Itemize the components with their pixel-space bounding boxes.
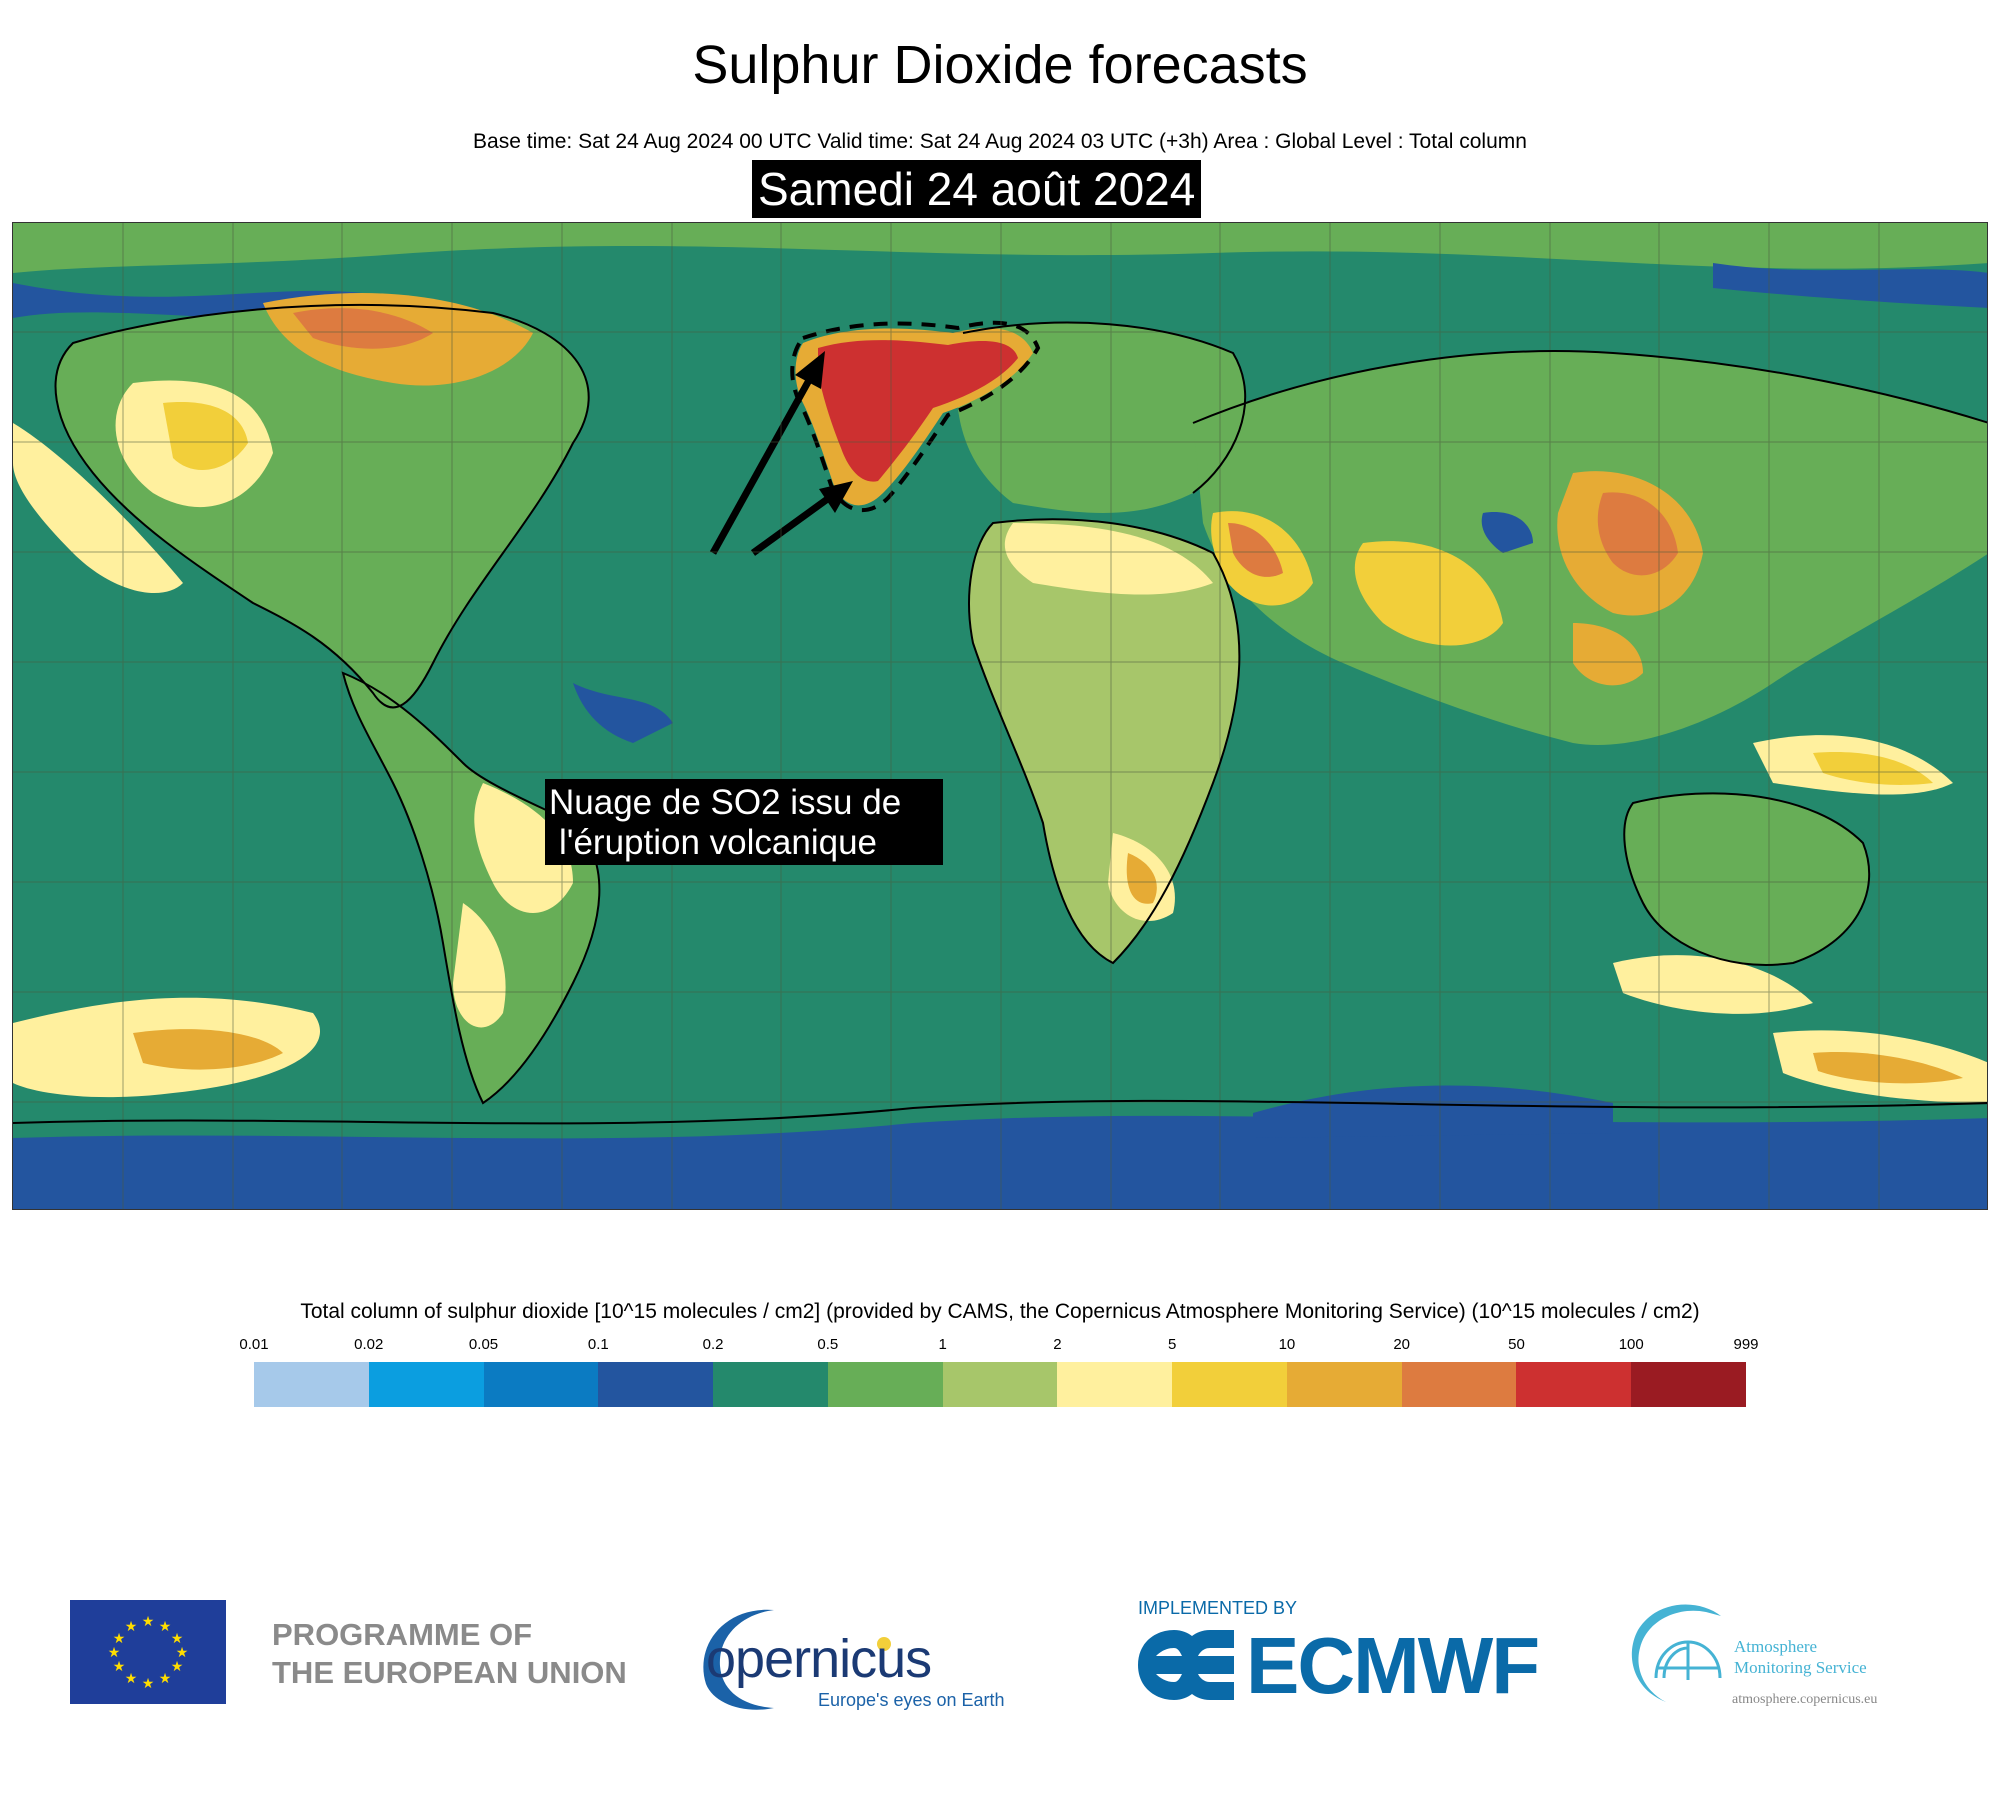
southeast-asia-region <box>1573 623 1643 686</box>
legend-tick-label: 0.1 <box>587 1336 609 1353</box>
svg-text:★: ★ <box>125 1619 138 1635</box>
legend-tick-label: 100 <box>1618 1336 1644 1353</box>
sahara-region <box>1004 523 1213 595</box>
svg-text:★: ★ <box>176 1645 189 1661</box>
volcanic-plume-annotation: Nuage de SO2 issu de l'éruption volcaniq… <box>545 779 943 865</box>
legend-swatch <box>483 1362 599 1407</box>
legend-tick-label: 20 <box>1393 1336 1411 1353</box>
plume-outline <box>790 320 1041 513</box>
page-title: Sulphur Dioxide forecasts <box>692 35 1308 95</box>
caribbean-low <box>573 683 673 743</box>
legend-swatch <box>942 1362 1058 1407</box>
legend-swatch <box>713 1362 828 1407</box>
legend-swatch <box>1172 1362 1287 1407</box>
ams-url: atmosphere.copernicus.eu <box>1732 1692 1878 1707</box>
west-coast-core <box>163 402 248 470</box>
forecast-subtitle: Base time: Sat 24 Aug 2024 00 UTC Valid … <box>473 130 1527 153</box>
svg-text:★: ★ <box>171 1659 184 1675</box>
arctic-low-region-east <box>1713 263 1987 308</box>
legend-swatch <box>368 1362 484 1407</box>
legend-swatch <box>598 1362 714 1407</box>
copernicus-wordmark: opernicus <box>706 1629 932 1689</box>
svg-text:★: ★ <box>159 1671 172 1687</box>
pacific-east-core <box>1813 752 1933 785</box>
legend-tick-label: 50 <box>1508 1336 1525 1353</box>
eu-programme-text: PROGRAMME OF THE EUROPEAN UNION <box>272 1616 627 1692</box>
legend-colorbar <box>254 1362 1746 1407</box>
legend-swatch <box>1631 1362 1746 1407</box>
legend-tick-label: 2 <box>1053 1336 1062 1353</box>
legend-swatch <box>1057 1362 1173 1407</box>
svg-text:★: ★ <box>159 1619 172 1635</box>
implemented-by-label: IMPLEMENTED BY <box>1138 1598 1298 1618</box>
ams-line-1: Atmosphere <box>1734 1637 1818 1656</box>
ams-name: Atmosphere Monitoring Service <box>1734 1636 1867 1678</box>
ecmwf-wordmark: ECMWF <box>1246 1621 1540 1710</box>
legend-swatch <box>1401 1362 1517 1407</box>
ams-line-2: Monitoring Service <box>1734 1658 1867 1677</box>
china-core <box>1597 492 1678 576</box>
date-banner: Samedi 24 août 2024 <box>752 160 1202 218</box>
graticule <box>13 223 1987 1209</box>
legend-title: Total column of sulphur dioxide [10^15 m… <box>300 1300 1700 1323</box>
coastlines <box>13 303 1987 1125</box>
legend-tick-label: 0.01 <box>239 1336 269 1353</box>
canada-peak-region <box>293 308 433 349</box>
africa-land <box>969 519 1240 963</box>
legend-tick-label: 5 <box>1167 1336 1177 1353</box>
arrow-head-upper <box>795 351 825 389</box>
legend-swatch <box>827 1362 943 1407</box>
australia-land <box>1624 793 1870 965</box>
so2-map: Nuage de SO2 issu de l'éruption volcaniq… <box>12 222 1988 1210</box>
arrow-line-upper <box>709 371 817 555</box>
south-pacific-core <box>133 1029 283 1070</box>
tasman-plume <box>1613 955 1813 1014</box>
legend-swatch <box>1286 1362 1402 1407</box>
eu-stars-icon: ★ ★★ ★★★ ★★★ ★★★ <box>108 1614 189 1692</box>
southern-ocean-low <box>1253 1085 1613 1138</box>
eu-line-2: THE EUROPEAN UNION <box>272 1655 627 1690</box>
atmosphere-globe-icon <box>1631 1604 1722 1702</box>
legend-ticks: 0.01 0.02 0.05 0.1 0.2 0.5 1 2 5 10 20 50 100 999 <box>239 1336 1758 1356</box>
svg-text:★: ★ <box>142 1676 155 1692</box>
volcanic-plume-core <box>818 340 1018 482</box>
legend-tick-label: 999 <box>1733 1336 1759 1353</box>
legend-swatch <box>1516 1362 1632 1407</box>
legend-tick-label: 0.02 <box>354 1336 384 1353</box>
arrow-head-lower <box>819 481 853 513</box>
legend-tick-label: 0.2 <box>702 1336 724 1353</box>
svg-text:★: ★ <box>113 1659 126 1675</box>
legend-tick-label: 0.05 <box>468 1336 499 1353</box>
legend-tick-label: 1 <box>938 1336 947 1353</box>
ecmwf-emblem-icon <box>1138 1630 1234 1700</box>
arrow-line-lower <box>750 492 836 556</box>
legend-tick-label: 10 <box>1278 1336 1296 1353</box>
eu-line-1: PROGRAMME OF <box>272 1617 533 1652</box>
svg-text:★: ★ <box>142 1614 155 1630</box>
svg-text:★: ★ <box>125 1671 138 1687</box>
antarctic-band <box>13 1115 1987 1209</box>
copernicus-tagline: Europe's eyes on Earth <box>818 1690 1005 1710</box>
annotation-line-2: l'éruption volcanique <box>559 823 878 862</box>
eu-flag-logo: ★ ★ ★ ★ ★ ★ ★ ★ ★ ★ ★ ★ <box>70 1600 226 1704</box>
svg-text:★: ★ <box>108 1645 121 1661</box>
tibet-low <box>1481 512 1533 553</box>
argentina-region <box>453 903 506 1028</box>
svg-text:★: ★ <box>171 1631 184 1647</box>
south-indian-core <box>1813 1052 1963 1084</box>
arctic-band <box>13 223 1987 273</box>
map-canvas <box>13 223 1987 1209</box>
legend-swatch <box>254 1362 369 1407</box>
legend-tick-label: 0.5 <box>817 1336 839 1353</box>
southern-africa-core <box>1126 853 1157 904</box>
copernicus-swoosh-icon <box>703 1609 891 1710</box>
middle-east-core <box>1228 523 1283 577</box>
pacific-plume <box>13 423 183 593</box>
annotation-line-1: Nuage de SO2 issu de <box>549 783 902 822</box>
brazil-region <box>474 783 573 913</box>
europe-land <box>956 322 1246 513</box>
india-region <box>1354 541 1503 646</box>
south-america-land <box>343 673 600 1103</box>
svg-text:★: ★ <box>113 1631 126 1647</box>
